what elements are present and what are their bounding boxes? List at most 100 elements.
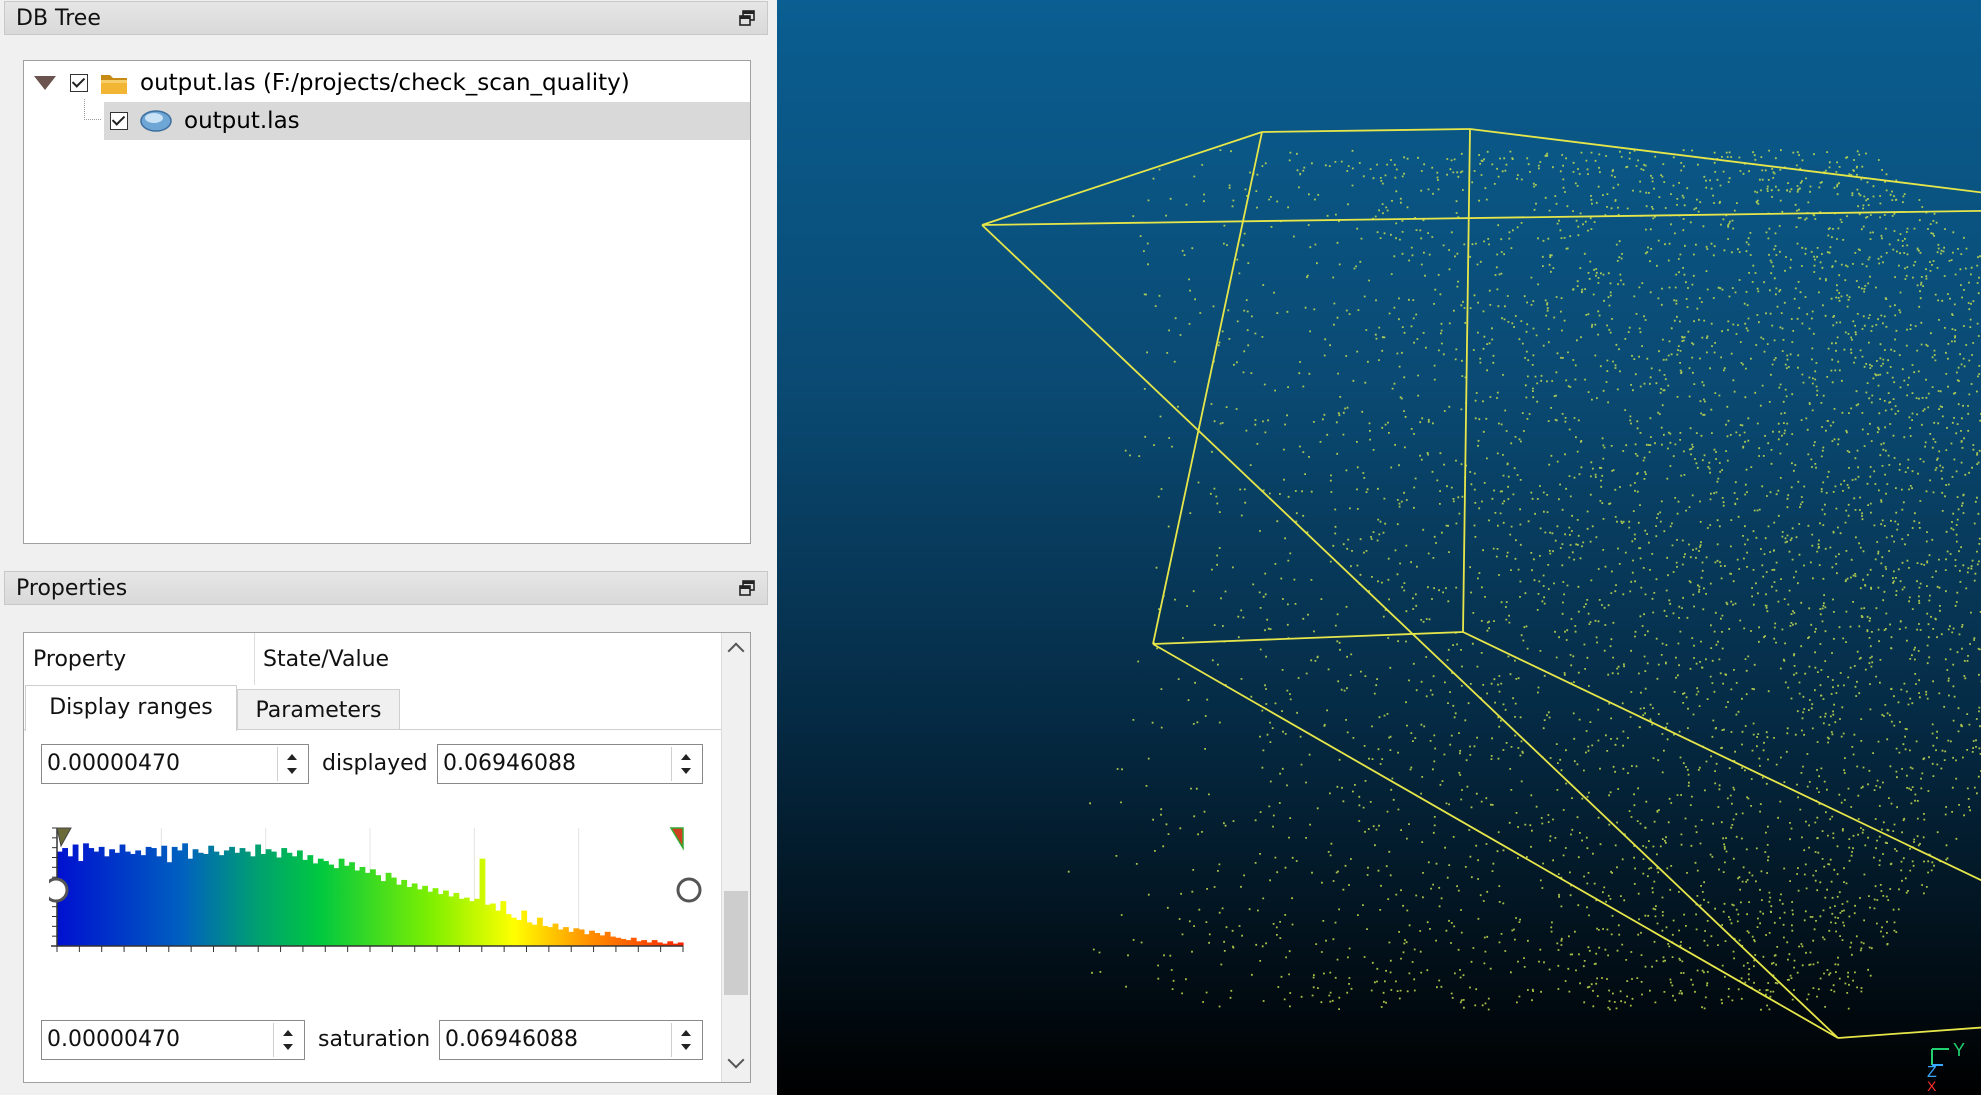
histogram-bar bbox=[521, 910, 528, 946]
3d-view[interactable]: Y Z X bbox=[777, 0, 1981, 1095]
histogram-bar bbox=[375, 875, 382, 946]
histogram-bar bbox=[536, 917, 543, 946]
histogram-bar bbox=[526, 922, 533, 946]
histogram-bar bbox=[103, 856, 110, 946]
histogram-bar bbox=[213, 851, 220, 946]
histogram-bar bbox=[656, 942, 663, 946]
child-checkbox[interactable] bbox=[110, 112, 128, 130]
histogram-bar bbox=[573, 928, 580, 946]
scrollbar-thumb[interactable] bbox=[724, 891, 748, 995]
spin-arrows[interactable] bbox=[671, 747, 700, 781]
histogram-bar bbox=[416, 889, 423, 946]
histogram-bar bbox=[140, 855, 147, 946]
histogram-bar bbox=[422, 885, 428, 946]
db-tree-title-bar[interactable]: DB Tree bbox=[4, 1, 768, 35]
displayed-min-value: 0.00000470 bbox=[47, 751, 180, 776]
histogram-bar bbox=[599, 935, 606, 946]
histogram-bar bbox=[563, 927, 569, 946]
collapse-arrow-icon[interactable] bbox=[34, 76, 56, 90]
histogram-bar bbox=[542, 925, 548, 946]
histogram-bar bbox=[646, 942, 653, 946]
tab-display-ranges[interactable]: Display ranges bbox=[25, 685, 237, 731]
histogram-bar bbox=[317, 858, 324, 946]
histogram-bar bbox=[406, 887, 413, 946]
histogram-bar bbox=[208, 845, 215, 946]
properties-scrollbar[interactable] bbox=[721, 633, 750, 1082]
point-cloud-points bbox=[1067, 149, 1981, 1011]
histogram-bar bbox=[500, 901, 507, 946]
histogram-bar bbox=[265, 849, 272, 946]
histogram-bar bbox=[109, 849, 115, 946]
spin-arrows[interactable] bbox=[273, 1023, 302, 1057]
histogram-bar bbox=[677, 942, 684, 946]
histogram-bar bbox=[93, 851, 100, 946]
histogram-bar bbox=[469, 901, 475, 946]
properties-title: Properties bbox=[16, 576, 128, 601]
histogram-bar bbox=[604, 931, 611, 946]
displayed-min-spinbox[interactable]: 0.00000470 bbox=[41, 744, 309, 784]
histogram-bar bbox=[135, 850, 142, 946]
max-range-handle-icon[interactable] bbox=[669, 827, 684, 851]
histogram-bar bbox=[156, 856, 162, 946]
histogram-bar bbox=[411, 883, 418, 946]
histogram-bar bbox=[443, 890, 449, 946]
histogram-bar bbox=[176, 850, 183, 946]
tree-connector bbox=[84, 99, 101, 120]
scroll-up-icon[interactable] bbox=[727, 642, 745, 660]
tree-item-point-cloud[interactable]: output.las bbox=[104, 102, 750, 140]
histogram-bar bbox=[67, 856, 74, 946]
color-scale-histogram[interactable] bbox=[49, 818, 704, 978]
histogram-bar bbox=[505, 914, 512, 946]
histogram-bar bbox=[150, 848, 157, 946]
bounding-box-edge bbox=[981, 131, 1263, 226]
db-tree-view[interactable]: output.las (F:/projects/check_scan_quali… bbox=[23, 60, 751, 544]
min-saturation-handle-icon[interactable] bbox=[49, 877, 69, 903]
histogram-bar bbox=[458, 898, 465, 946]
spin-arrows[interactable] bbox=[671, 1023, 700, 1057]
spin-arrows[interactable] bbox=[277, 747, 306, 781]
bounding-box-edge bbox=[1261, 128, 1471, 133]
saturation-max-spinbox[interactable]: 0.06946088 bbox=[439, 1020, 703, 1060]
histogram-bar bbox=[312, 863, 319, 946]
property-column-header[interactable]: Property bbox=[33, 647, 127, 672]
axis-trihedron: Y Z X bbox=[1927, 1040, 1965, 1094]
state-value-column-header[interactable]: State/Value bbox=[263, 647, 390, 672]
undock-icon[interactable] bbox=[739, 10, 755, 26]
header-divider bbox=[254, 633, 255, 685]
histogram-bar bbox=[557, 929, 564, 946]
tab-parameters[interactable]: Parameters bbox=[237, 689, 400, 731]
histogram-bar bbox=[625, 940, 632, 946]
scroll-down-icon[interactable] bbox=[727, 1051, 745, 1069]
histogram-bar bbox=[250, 856, 256, 946]
db-tree-title: DB Tree bbox=[16, 6, 101, 31]
point-cloud-icon bbox=[140, 110, 172, 132]
max-saturation-handle-icon[interactable] bbox=[676, 877, 702, 903]
histogram-bar bbox=[594, 933, 601, 946]
histogram-bar bbox=[578, 929, 585, 946]
root-checkbox[interactable] bbox=[70, 74, 88, 92]
histogram-bar bbox=[161, 845, 168, 946]
bounding-box-edge bbox=[981, 224, 1839, 1039]
histogram-bar bbox=[291, 856, 298, 946]
tree-item-root[interactable]: output.las (F:/projects/check_scan_quali… bbox=[24, 64, 750, 102]
histogram-bar bbox=[338, 858, 345, 946]
3d-scene[interactable] bbox=[777, 0, 1981, 1095]
histogram-bar bbox=[197, 852, 204, 946]
properties-title-bar[interactable]: Properties bbox=[4, 571, 768, 605]
bounding-box bbox=[981, 128, 1981, 1039]
histogram-bar bbox=[276, 857, 282, 946]
undock-icon[interactable] bbox=[739, 580, 755, 596]
saturation-min-spinbox[interactable]: 0.00000470 bbox=[41, 1020, 305, 1060]
histogram-bar bbox=[385, 872, 392, 946]
histogram-bar bbox=[531, 924, 538, 946]
bounding-box-edge bbox=[1837, 1026, 1981, 1039]
min-range-handle-icon[interactable] bbox=[56, 827, 72, 848]
properties-view[interactable]: Property State/Value Display ranges Para… bbox=[23, 632, 751, 1083]
histogram-bar bbox=[641, 940, 648, 946]
displayed-max-spinbox[interactable]: 0.06946088 bbox=[437, 744, 703, 784]
histogram-bar bbox=[203, 853, 209, 946]
tree-item-root-label: output.las (F:/projects/check_scan_quali… bbox=[140, 70, 630, 96]
histogram-bar bbox=[260, 853, 267, 946]
saturation-max-value: 0.06946088 bbox=[445, 1027, 578, 1052]
histogram-bar bbox=[281, 848, 288, 946]
